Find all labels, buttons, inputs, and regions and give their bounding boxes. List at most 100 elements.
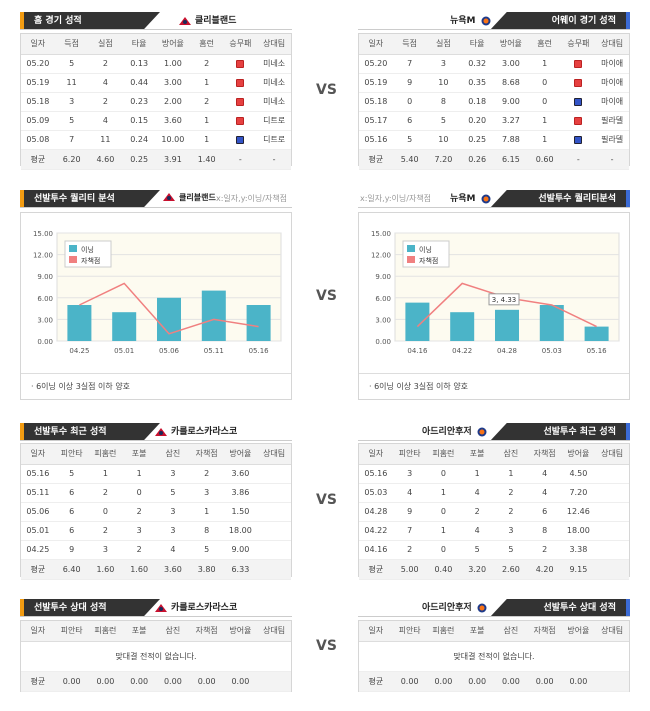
table-cell: 18.00 [223, 521, 258, 541]
column-header: 일자 [359, 621, 393, 642]
table-cell: 0.20 [460, 111, 494, 131]
table-header-row: 일자 득점 실점 타율 방어율 홈런 승무패 상대팀 [21, 34, 291, 55]
table-cell: 10 [426, 130, 461, 150]
table-cell: 1 [189, 111, 224, 131]
table-cell: 6 [54, 521, 89, 541]
table-cell: 9.00 [223, 540, 258, 560]
x-tick-label: 04.25 [69, 347, 89, 355]
column-header: 승무패 [561, 34, 596, 55]
home-record-table: 일자 득점 실점 타율 방어율 홈런 승무패 상대팀 05.20 5 2 0.13 1.00 2 미네소 05… [20, 33, 292, 170]
bar [112, 312, 137, 341]
table-row: 05.18 0 8 0.18 9.00 0 마이애 [359, 92, 629, 112]
table-cell: 3.00 [156, 73, 190, 93]
table-cell: 6 [54, 502, 89, 522]
table-cell: 2 [88, 54, 123, 74]
table-cell: 05.19 [359, 73, 393, 93]
table-cell: 0.13 [122, 54, 156, 74]
average-row: 평균 5.00 0.40 3.20 2.60 4.20 9.15 [359, 559, 629, 580]
table-cell: 1 [88, 464, 123, 484]
table-cell: 6 [54, 483, 89, 503]
table-cell: 0 [88, 502, 123, 522]
y-tick-label: 3.00 [37, 316, 53, 324]
y-tick-label: 15.00 [371, 230, 391, 238]
vs-label: VS [316, 638, 337, 654]
column-header: 승무패 [223, 34, 258, 55]
table-cell: 9 [54, 540, 89, 560]
column-header: 포볼 [460, 621, 494, 642]
vs-label: VS [316, 82, 337, 98]
average-cell: 6.20 [54, 149, 89, 170]
legend-label: 자책점 [81, 256, 100, 265]
y-tick-label: 6.00 [37, 295, 53, 303]
table-cell: 3 [189, 483, 224, 503]
table-cell: 3 [156, 502, 190, 522]
column-header: 홈런 [189, 34, 224, 55]
average-cell: 1.60 [122, 559, 156, 580]
column-header: 방어율 [561, 621, 596, 642]
average-cell: 0.00 [460, 671, 494, 692]
average-cell: 0.25 [122, 149, 156, 170]
empty-message: 맞대결 전적이 없습니다. [359, 641, 629, 672]
table-cell: 0.25 [460, 130, 494, 150]
table-cell [257, 521, 291, 541]
average-cell: - [223, 149, 258, 170]
nym-team: 뉴욕M [450, 14, 493, 28]
column-header: 피홈런 [426, 621, 461, 642]
table-cell: 05.19 [21, 73, 55, 93]
table-header-row: 일자 피안타 피홈런 포볼 삼진 자책점 방어율 상대팀 [359, 444, 629, 465]
table-cell: 2 [189, 464, 224, 484]
average-cell: - [561, 149, 596, 170]
column-header: 상대팀 [257, 444, 291, 465]
carrasco-team: 카를로스카라스코 [154, 425, 237, 439]
average-cell: 6.40 [54, 559, 89, 580]
column-header: 자책점 [527, 444, 562, 465]
quality-chart-right: 0.00 3.00 6.00 9.00 12.00 15.00 04.16 04.22 04.2… [358, 212, 630, 400]
away-record-table: 일자 득점 실점 타율 방어율 홈런 승무패 상대팀 05.20 7 3 0.32 3.00 1 마이애 05… [358, 33, 630, 170]
bar [405, 302, 430, 341]
table-cell: 9.00 [494, 92, 528, 112]
table-row: 05.16 5 1 1 3 2 3.60 [21, 464, 291, 484]
table-cell: 05.20 [359, 54, 393, 74]
column-header: 타율 [460, 34, 494, 55]
column-header: 삼진 [156, 621, 190, 642]
table-cell: 3.60 [223, 464, 258, 484]
bar [201, 290, 226, 341]
table-cell: 8 [527, 521, 562, 541]
legend-label: 자책점 [419, 256, 438, 265]
table-row: 05.08 7 11 0.24 10.00 1 디트로 [21, 130, 291, 150]
column-header: 포볼 [122, 621, 156, 642]
pitcher-recent-header-left: 선발투수 최근 성적 카를로스카라스코 [20, 423, 292, 441]
column-header: 득점 [392, 34, 427, 55]
table-row: 05.18 3 2 0.23 2.00 2 미네소 [21, 92, 291, 112]
table-row: 04.25 9 3 2 4 5 9.00 [21, 540, 291, 560]
table-cell: 05.16 [21, 464, 55, 484]
table-cell: 05.01 [21, 521, 55, 541]
table-cell: 2 [122, 540, 156, 560]
average-cell: 3.60 [156, 559, 190, 580]
average-cell: 0.00 [527, 671, 562, 692]
quality-tab-left: 선발투수 퀄리티 분석 [20, 190, 160, 208]
column-header: 자책점 [189, 444, 224, 465]
average-cell: 3.20 [460, 559, 494, 580]
average-cell: 평균 [359, 149, 393, 170]
average-cell: 5.00 [392, 559, 427, 580]
table-cell: 5 [460, 540, 494, 560]
table-cell: 5 [426, 111, 461, 131]
tooltip-box [488, 293, 520, 306]
x-tick-label: 04.28 [497, 347, 517, 355]
pitcher-recent-tab-right: 선발투수 최근 성적 [490, 423, 630, 441]
column-header: 방어율 [223, 444, 258, 465]
home-record-header: 홈 경기 성적 클리블랜드 [20, 12, 292, 30]
pitcher-vs-table-left: 일자 피안타 피홈런 포볼 삼진 자책점 방어율 상대팀 맞대결 전적이 없습니다. 평균 0.00… [20, 620, 292, 692]
y-tick-label: 15.00 [33, 230, 53, 238]
tooltip-text: 3, 4.33 [492, 296, 517, 304]
empty-row: 맞대결 전적이 없습니다. [21, 641, 291, 672]
table-row: 05.20 5 2 0.13 1.00 2 미네소 [21, 54, 291, 74]
table-cell [595, 464, 629, 484]
table-header-row: 일자 피안타 피홈런 포볼 삼진 자책점 방어율 상대팀 [21, 444, 291, 465]
table-cell: 3.86 [223, 483, 258, 503]
column-header: 방어율 [561, 444, 596, 465]
table-cell [257, 540, 291, 560]
table-cell: 1.00 [156, 54, 190, 74]
column-header: 피홈런 [88, 621, 123, 642]
